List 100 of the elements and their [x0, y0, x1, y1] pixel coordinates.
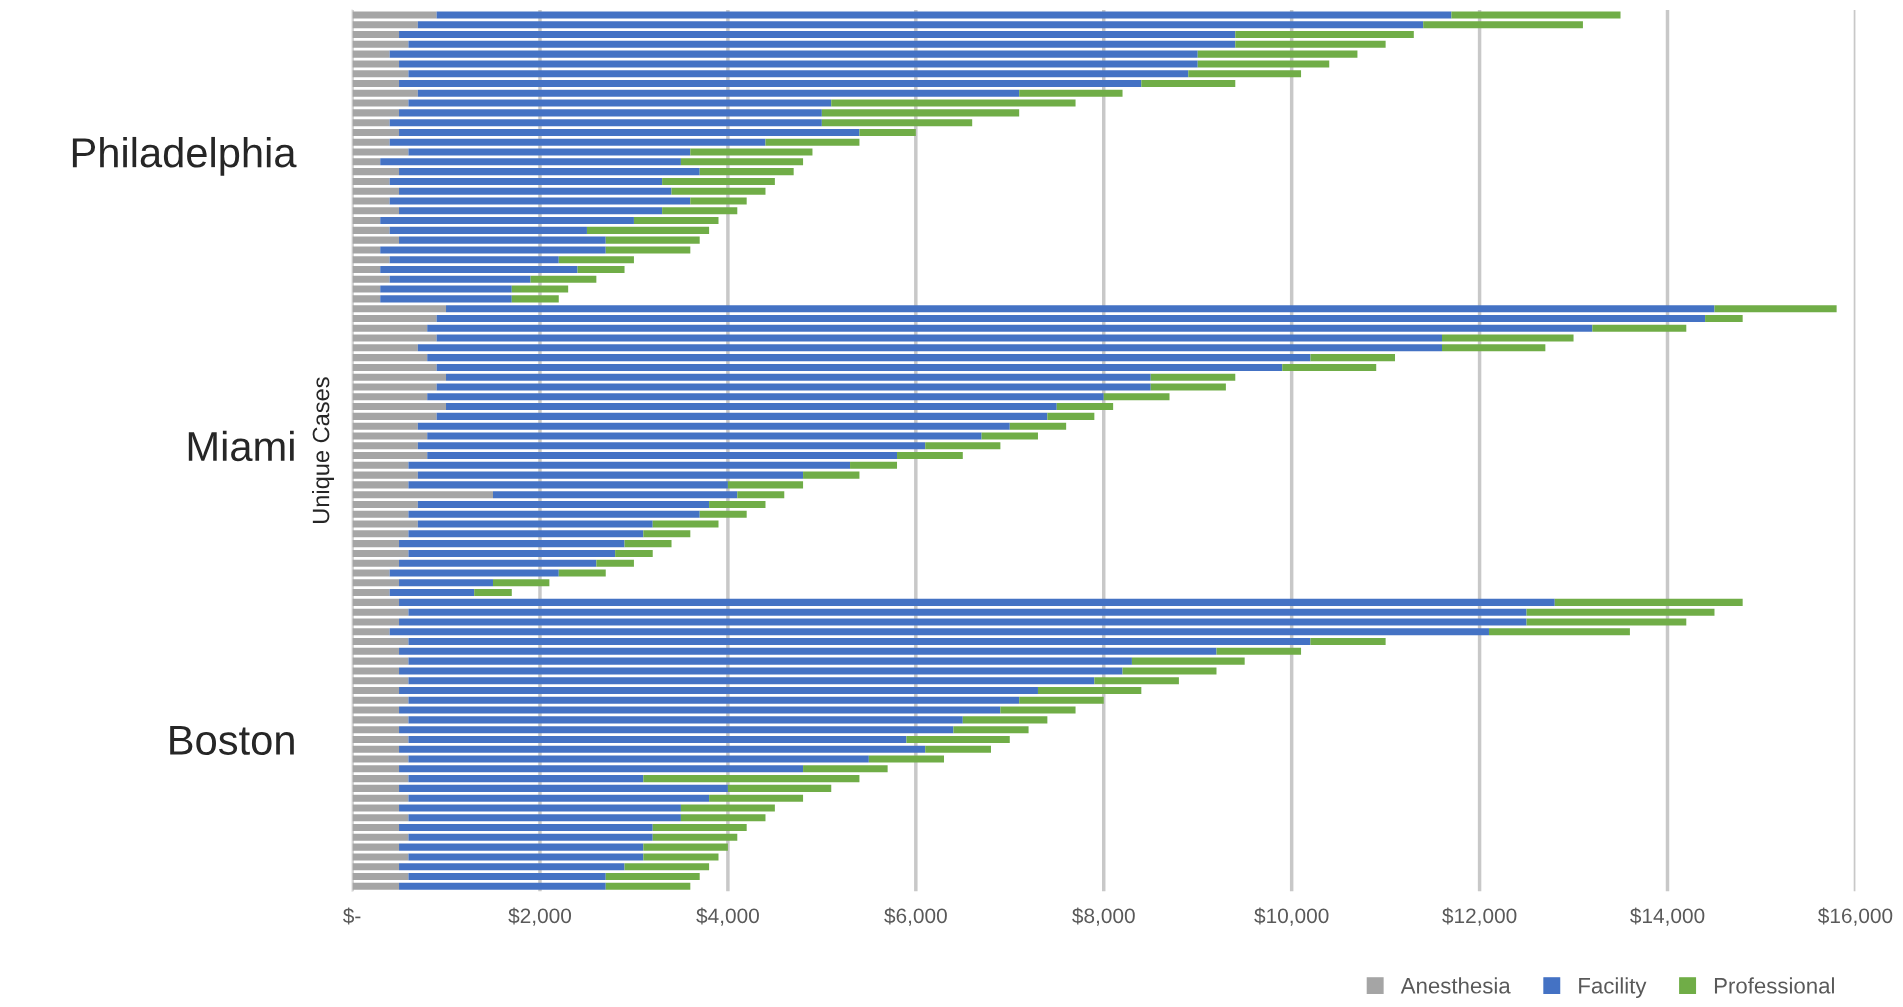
bar	[605, 236, 700, 244]
bar	[352, 726, 400, 734]
bar	[690, 197, 747, 205]
bar	[831, 99, 1076, 107]
bar	[953, 726, 1029, 734]
bar	[436, 334, 1442, 342]
bar	[352, 814, 409, 822]
bar	[1714, 305, 1837, 313]
x-tick-label: $6,000	[884, 907, 947, 926]
bar	[624, 540, 672, 548]
bar	[962, 716, 1048, 724]
bar	[690, 148, 813, 156]
bar	[530, 275, 597, 283]
bar	[352, 128, 400, 136]
legend-label: Professional	[1714, 977, 1834, 994]
y-axis-title: Unique Cases	[312, 377, 335, 523]
legend-label: Facility	[1579, 977, 1647, 998]
bar	[380, 285, 512, 293]
bar	[446, 403, 1057, 411]
bar	[586, 226, 710, 234]
bar	[906, 735, 1010, 743]
bar	[399, 579, 493, 587]
bar	[352, 305, 447, 313]
bar	[643, 530, 691, 538]
bar	[352, 569, 390, 577]
bar	[605, 246, 691, 254]
x-tick-label: $4,000	[696, 907, 759, 926]
x-tick-label: $16,000	[1818, 907, 1893, 926]
bar	[408, 638, 1311, 646]
bar	[352, 677, 409, 685]
bar	[352, 794, 409, 802]
bar	[1282, 363, 1377, 371]
bar	[1526, 618, 1687, 626]
bar	[352, 177, 390, 185]
bar	[727, 481, 804, 489]
bar	[436, 412, 1048, 420]
x-tick-label: $12,000	[1442, 907, 1517, 926]
bar	[399, 187, 672, 195]
bar	[408, 148, 691, 156]
bar	[709, 500, 766, 508]
bar	[352, 882, 400, 890]
bar	[352, 79, 400, 88]
bar	[352, 775, 409, 783]
bar	[624, 863, 710, 871]
bar	[399, 784, 728, 792]
bar	[417, 89, 1020, 97]
bar	[408, 814, 681, 822]
bar	[408, 872, 606, 881]
bar	[352, 285, 381, 293]
bar	[352, 197, 390, 205]
bar	[417, 422, 1010, 430]
bar	[352, 461, 409, 469]
bar	[399, 726, 954, 734]
bar	[352, 99, 409, 107]
bar	[352, 246, 381, 254]
bar	[427, 432, 982, 440]
bar	[925, 442, 1001, 450]
bar	[352, 138, 390, 146]
bar	[389, 197, 691, 205]
bar	[408, 755, 869, 763]
bar	[352, 334, 437, 342]
bar	[352, 706, 400, 714]
bar	[399, 882, 606, 890]
bar	[389, 177, 663, 185]
bar	[352, 824, 400, 832]
bar	[399, 540, 625, 548]
bar	[408, 510, 700, 518]
bar	[352, 540, 400, 548]
bar	[417, 344, 1442, 352]
bar	[352, 647, 400, 655]
bar	[868, 755, 945, 763]
bar	[408, 549, 616, 557]
bar	[352, 295, 381, 303]
bar	[352, 500, 418, 508]
bar	[380, 295, 512, 303]
bar	[408, 833, 653, 841]
bar	[643, 853, 719, 861]
bar	[859, 128, 916, 136]
x-tick-label: $-	[343, 907, 361, 925]
bar	[352, 638, 409, 646]
bar	[352, 236, 400, 244]
bar	[408, 657, 1132, 665]
bar	[803, 471, 860, 479]
bar	[408, 99, 832, 107]
bar	[981, 432, 1038, 440]
bar	[399, 667, 1123, 675]
bar	[352, 393, 428, 401]
bar	[737, 491, 785, 499]
bar	[399, 559, 597, 567]
bar	[1197, 50, 1358, 58]
bar	[352, 872, 409, 881]
bar	[408, 40, 1236, 48]
bar	[352, 226, 390, 234]
bar	[1451, 11, 1621, 19]
bar	[680, 814, 766, 822]
bar	[352, 40, 409, 48]
bar	[408, 608, 1527, 616]
bar	[1554, 598, 1743, 606]
bar	[380, 246, 606, 254]
bar	[1103, 393, 1170, 401]
